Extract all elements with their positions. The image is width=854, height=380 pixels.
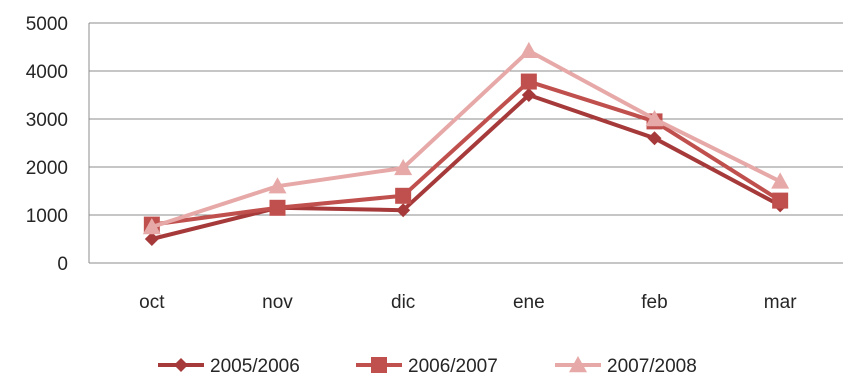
series-lines xyxy=(142,41,790,246)
data-point xyxy=(395,187,412,204)
data-point xyxy=(772,192,789,209)
x-axis-tick-labels: oct nov dic ene feb mar xyxy=(139,292,797,313)
legend-marker xyxy=(569,356,587,373)
y-tick-label: 3000 xyxy=(26,110,68,131)
data-point xyxy=(645,110,664,127)
legend-marker xyxy=(174,358,188,372)
legend-item: 2007/2008 xyxy=(555,356,697,377)
x-tick-label: feb xyxy=(641,292,667,313)
y-tick-label: 5000 xyxy=(26,14,68,35)
data-point xyxy=(771,172,790,189)
data-point xyxy=(269,199,286,216)
legend-label: 2007/2008 xyxy=(607,356,697,377)
x-tick-label: mar xyxy=(764,292,797,313)
series-3 xyxy=(142,41,790,235)
data-point xyxy=(396,203,411,218)
data-point xyxy=(268,177,287,194)
series-line xyxy=(151,48,782,229)
y-axis-tick-labels: 0 1000 2000 3000 4000 5000 xyxy=(26,14,68,275)
legend: 2005/2006 2006/2007 2007/2008 xyxy=(158,356,697,377)
y-tick-label: 2000 xyxy=(26,158,68,179)
legend-marker xyxy=(371,357,387,373)
data-point xyxy=(520,73,537,90)
y-tick-label: 1000 xyxy=(26,206,68,227)
x-tick-label: dic xyxy=(391,292,415,313)
y-tick-label: 0 xyxy=(57,254,68,275)
x-tick-label: ene xyxy=(513,292,545,313)
data-point xyxy=(144,232,159,246)
series-line xyxy=(151,93,782,241)
data-point xyxy=(521,88,536,102)
data-point xyxy=(519,41,538,59)
data-point xyxy=(142,218,161,235)
data-point xyxy=(647,131,662,146)
legend-item: 2006/2007 xyxy=(356,356,498,377)
legend-item: 2005/2006 xyxy=(158,356,300,377)
x-tick-label: oct xyxy=(139,292,165,313)
y-tick-label: 4000 xyxy=(26,62,68,83)
legend-label: 2006/2007 xyxy=(408,356,498,377)
series-line xyxy=(151,79,782,227)
x-tick-label: nov xyxy=(262,292,293,313)
legend-label: 2005/2006 xyxy=(210,356,300,377)
data-point xyxy=(394,158,413,176)
